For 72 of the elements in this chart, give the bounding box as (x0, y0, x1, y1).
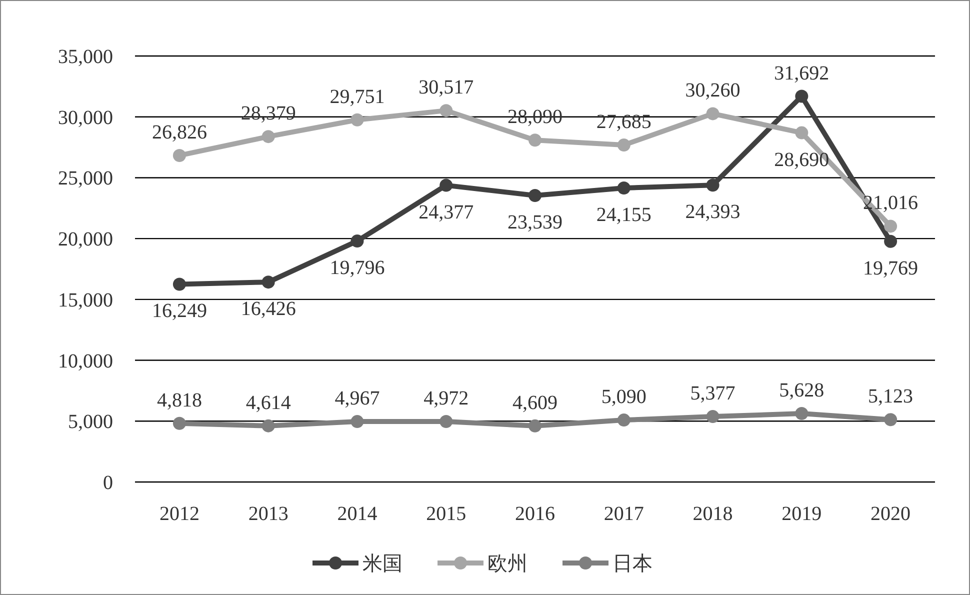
y-tick-label: 35,000 (58, 46, 113, 68)
point (350, 415, 364, 428)
point (528, 188, 542, 202)
point (884, 413, 898, 426)
point (617, 182, 630, 194)
point (172, 148, 186, 162)
point (262, 276, 275, 289)
y-tick-label: 20,000 (58, 228, 113, 251)
point (617, 138, 630, 152)
x-tick-label: 2019 (782, 503, 822, 525)
data-label: 19,796 (330, 257, 385, 280)
point (795, 407, 808, 420)
point (795, 90, 808, 103)
point (172, 416, 186, 430)
point (262, 419, 275, 432)
data-label: 5,377 (690, 382, 736, 405)
point (172, 278, 186, 291)
point (617, 414, 630, 427)
y-tick-label: 0 (103, 472, 113, 494)
data-label: 26,826 (152, 121, 207, 144)
x-tick-label: 2016 (515, 503, 555, 525)
data-label: 4,609 (512, 392, 558, 414)
y-tick-label: 15,000 (58, 289, 113, 312)
point (350, 113, 364, 126)
point (440, 178, 453, 192)
data-label: 30,517 (418, 76, 474, 99)
data-label: 16,426 (240, 298, 296, 320)
legend-label: 米国 (362, 553, 402, 575)
data-label: 16,249 (152, 300, 207, 322)
point (884, 234, 898, 248)
data-label: 4,967 (334, 388, 380, 410)
point (706, 107, 720, 120)
x-tick-label: 2020 (870, 503, 911, 525)
data-label: 31,692 (774, 62, 830, 84)
data-label: 24,377 (418, 201, 474, 224)
y-tick-label: 5,000 (68, 411, 113, 434)
data-label: 27,685 (596, 111, 652, 134)
point (706, 178, 720, 192)
x-tick-label: 2017 (604, 503, 644, 525)
data-label: 30,260 (685, 80, 740, 102)
point (528, 419, 542, 432)
point (440, 104, 453, 118)
legend-label: 欧州 (488, 553, 528, 575)
point (440, 414, 453, 428)
legend-label: 日本 (612, 553, 652, 575)
data-label: 28,690 (774, 148, 830, 171)
data-label: 24,155 (596, 204, 652, 226)
point (350, 234, 364, 248)
data-label: 19,769 (863, 257, 918, 280)
data-label: 5,123 (868, 386, 914, 408)
data-label: 21,016 (863, 192, 918, 214)
data-label: 24,393 (685, 201, 740, 224)
x-tick-label: 2014 (337, 503, 378, 525)
data-label: 5,090 (601, 386, 646, 408)
x-tick-label: 2012 (159, 503, 200, 525)
data-label: 4,972 (424, 387, 469, 410)
y-tick-label: 10,000 (58, 350, 113, 372)
data-label: 4,614 (246, 392, 291, 414)
y-tick-label: 25,000 (58, 168, 113, 190)
data-label: 5,628 (779, 380, 824, 402)
y-tick-label: 30,000 (58, 106, 113, 129)
data-label: 29,751 (330, 86, 385, 108)
x-tick-label: 2015 (426, 503, 466, 525)
data-label: 4,818 (156, 389, 202, 412)
point (706, 410, 720, 424)
point (884, 220, 898, 233)
point (528, 134, 542, 147)
data-label: 23,539 (508, 211, 562, 234)
x-tick-label: 2018 (692, 503, 733, 525)
point (262, 130, 275, 144)
x-tick-label: 2013 (248, 503, 288, 525)
point (795, 126, 808, 140)
